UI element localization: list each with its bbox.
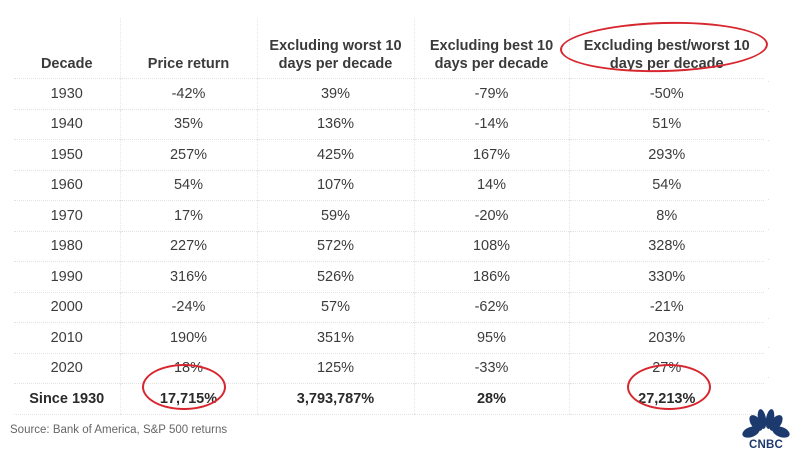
table-row: 1940 35% 136% -14% 51% xyxy=(14,108,764,140)
table-row: 1990 316% 526% 186% 330% xyxy=(14,261,764,292)
cnbc-logo: CNBC xyxy=(741,408,791,452)
header-row: Decade Price return Excluding worst 10 da… xyxy=(14,18,764,79)
cell-excl-best: -14% xyxy=(413,108,569,140)
cell-excl-best: -33% xyxy=(413,352,569,384)
cell-excl-worst: 39% xyxy=(256,78,414,109)
total-excl-best-worst: 27,213% xyxy=(568,383,764,415)
total-excl-best: 28% xyxy=(413,383,569,415)
cell-excl-worst: 57% xyxy=(256,291,414,323)
cell-decade: 2000 xyxy=(14,291,120,323)
total-row: Since 1930 17,715% 3,793,787% 28% 27,213% xyxy=(14,383,764,415)
cell-excl-best-worst: -21% xyxy=(568,291,764,323)
cell-excl-best: 167% xyxy=(413,139,569,170)
cell-excl-best-worst: 203% xyxy=(568,322,764,353)
cell-price-return: 257% xyxy=(119,139,257,170)
cell-excl-best: 108% xyxy=(413,230,569,262)
cell-excl-worst: 125% xyxy=(256,352,414,384)
header-price-return: Price return xyxy=(119,18,257,79)
cell-excl-best: -20% xyxy=(413,200,569,231)
cell-excl-worst: 136% xyxy=(256,108,414,140)
cell-excl-best: -79% xyxy=(413,78,569,109)
cell-excl-best-worst: 293% xyxy=(568,139,764,170)
cell-excl-worst: 107% xyxy=(256,169,414,201)
cell-price-return: 54% xyxy=(119,169,257,201)
cell-price-return: 35% xyxy=(119,108,257,140)
cell-excl-worst: 526% xyxy=(256,261,414,292)
cell-excl-best: 186% xyxy=(413,261,569,292)
returns-table: Decade Price return Excluding worst 10 da… xyxy=(14,18,764,415)
right-edge-marks: · · · · · · · · · · · xyxy=(767,77,770,382)
cell-price-return: 316% xyxy=(119,261,257,292)
cell-excl-best-worst: 27% xyxy=(568,352,764,384)
cell-price-return: 227% xyxy=(119,230,257,262)
cell-price-return: -24% xyxy=(119,291,257,323)
cell-excl-worst: 425% xyxy=(256,139,414,170)
cell-decade: 1930 xyxy=(14,78,120,109)
cell-price-return: 17% xyxy=(119,200,257,231)
table-row: 1970 17% 59% -20% 8% xyxy=(14,200,764,231)
table-row: 2000 -24% 57% -62% -21% xyxy=(14,291,764,323)
cell-price-return: 190% xyxy=(119,322,257,353)
table-row: 1980 227% 572% 108% 328% xyxy=(14,230,764,262)
header-decade: Decade xyxy=(40,56,93,72)
cell-excl-best: 95% xyxy=(413,322,569,353)
header-excl-best: Excluding best 10 days per decade xyxy=(413,18,569,79)
cell-excl-best-worst: -50% xyxy=(568,78,764,109)
table-row: 2010 190% 351% 95% 203% xyxy=(14,322,764,353)
table-row: 1960 54% 107% 14% 54% xyxy=(14,169,764,201)
returns-table-container: Decade Price return Excluding worst 10 da… xyxy=(14,18,764,415)
cell-excl-best: -62% xyxy=(413,291,569,323)
peacock-icon xyxy=(742,409,790,440)
source-note: Source: Bank of America, S&P 500 returns xyxy=(10,424,228,436)
cell-excl-best-worst: 54% xyxy=(568,169,764,201)
total-decade: Since 1930 xyxy=(14,383,120,415)
cell-excl-worst: 572% xyxy=(256,230,414,262)
total-price-return: 17,715% xyxy=(119,383,257,415)
cell-decade: 2020 xyxy=(14,352,120,384)
table-row: 1930 -42% 39% -79% -50% xyxy=(14,78,764,109)
table-row: 2020 18% 125% -33% 27% xyxy=(14,352,764,384)
total-excl-worst: 3,793,787% xyxy=(256,383,414,415)
cell-decade: 2010 xyxy=(14,322,120,353)
cell-decade: 1940 xyxy=(14,108,120,140)
table-row: 1950 257% 425% 167% 293% xyxy=(14,139,764,170)
header-excl-best-worst: Excluding best/worst 10 days per decade xyxy=(568,18,764,79)
cell-decade: 1990 xyxy=(14,261,120,292)
cell-excl-worst: 351% xyxy=(256,322,414,353)
cell-price-return: -42% xyxy=(119,78,257,109)
cell-excl-best-worst: 8% xyxy=(568,200,764,231)
cell-excl-best-worst: 328% xyxy=(568,230,764,262)
cell-decade: 1950 xyxy=(14,139,120,170)
cell-excl-best-worst: 330% xyxy=(568,261,764,292)
cell-excl-worst: 59% xyxy=(256,200,414,231)
cell-excl-best-worst: 51% xyxy=(568,108,764,140)
cell-decade: 1960 xyxy=(14,169,120,201)
cell-price-return: 18% xyxy=(119,352,257,384)
cell-decade: 1970 xyxy=(14,200,120,231)
cell-excl-best: 14% xyxy=(413,169,569,201)
header-excl-worst: Excluding worst 10 days per decade xyxy=(256,18,414,79)
cell-decade: 1980 xyxy=(14,230,120,262)
